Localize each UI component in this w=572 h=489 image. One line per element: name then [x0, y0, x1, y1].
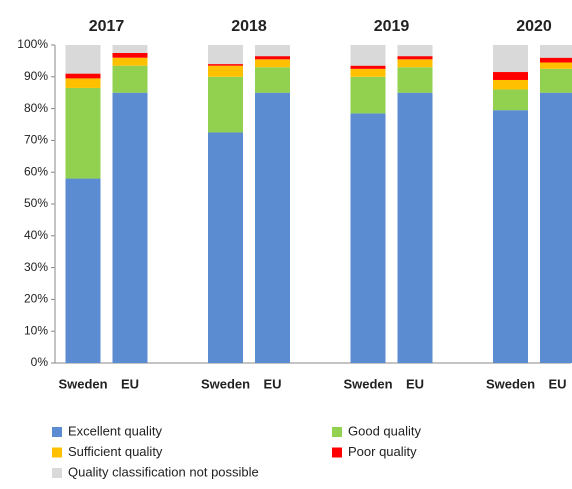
- bar-segment: [65, 78, 101, 88]
- bar-segment: [540, 57, 572, 63]
- x-tick-label: EU: [263, 376, 281, 391]
- bar-segment: [65, 178, 101, 363]
- bar-segment: [397, 67, 433, 93]
- x-tick-label: EU: [406, 376, 424, 391]
- y-tick-label: 40%: [24, 228, 48, 242]
- group-label: 2018: [231, 18, 267, 35]
- bar-segment: [255, 92, 290, 363]
- legend-label: Poor quality: [348, 444, 417, 459]
- bar-segment: [208, 132, 243, 363]
- legend-swatch: [332, 447, 342, 458]
- y-tick-label: 90%: [24, 69, 48, 83]
- y-tick-label: 60%: [24, 164, 48, 178]
- x-tick-label: Sweden: [58, 376, 107, 391]
- bar-segment: [350, 76, 386, 114]
- x-tick-label: Sweden: [343, 376, 392, 391]
- bar-segment: [540, 92, 572, 363]
- x-tick-label: EU: [121, 376, 139, 391]
- y-tick-label: 0%: [31, 355, 49, 369]
- legend-label: Excellent quality: [68, 423, 162, 438]
- bar-segment: [112, 65, 148, 93]
- bar-segment: [208, 65, 243, 77]
- bar-segment: [350, 113, 386, 364]
- y-tick-label: 20%: [24, 292, 48, 306]
- bar-segment: [112, 57, 148, 66]
- bar-segment: [493, 45, 528, 73]
- y-tick-label: 80%: [24, 101, 48, 115]
- bar-segment: [350, 65, 386, 69]
- bar-segment: [397, 59, 433, 68]
- bar-segment: [493, 89, 528, 111]
- bar-segment: [65, 73, 101, 79]
- y-tick-label: 30%: [24, 260, 48, 274]
- bar-segment: [65, 87, 101, 179]
- group-label: 2020: [516, 18, 552, 35]
- bar-segment: [112, 92, 148, 363]
- x-tick-label: EU: [548, 376, 566, 391]
- group-label: 2019: [374, 18, 410, 35]
- bar-segment: [493, 72, 528, 80]
- bar-segment: [397, 45, 433, 57]
- bar-segment: [112, 45, 148, 53]
- bar-segment: [208, 76, 243, 133]
- legend-swatch: [52, 427, 62, 437]
- bar-segment: [493, 79, 528, 90]
- legend-swatch: [332, 427, 342, 437]
- bar-segment: [350, 45, 386, 66]
- y-tick-label: 100%: [17, 37, 48, 51]
- bar-segment: [493, 110, 528, 363]
- legend-swatch: [52, 447, 62, 458]
- bar-segment: [397, 56, 433, 60]
- bar-segment: [540, 68, 572, 93]
- bar-segment: [255, 56, 290, 60]
- bar-segment: [255, 59, 290, 68]
- bar-segment: [540, 62, 572, 69]
- y-tick-label: 50%: [24, 196, 48, 210]
- y-tick-label: 10%: [24, 323, 48, 337]
- x-tick-label: Sweden: [201, 376, 250, 391]
- legend-label: Quality classification not possible: [68, 464, 259, 479]
- bar-segment: [112, 52, 148, 58]
- bar-segment: [350, 68, 386, 77]
- bar-segment: [540, 45, 572, 58]
- bar-segment: [397, 92, 433, 363]
- legend-label: Sufficient quality: [68, 444, 163, 459]
- y-tick-label: 70%: [24, 133, 48, 147]
- legend-swatch: [52, 468, 62, 478]
- legend-label: Good quality: [348, 423, 421, 438]
- group-label: 2017: [89, 18, 125, 35]
- bar-segment: [208, 64, 243, 66]
- bar-segment: [255, 45, 290, 57]
- x-tick-label: Sweden: [486, 376, 535, 391]
- bar-segment: [255, 67, 290, 93]
- bar-segment: [208, 45, 243, 65]
- bar-segment: [65, 45, 101, 74]
